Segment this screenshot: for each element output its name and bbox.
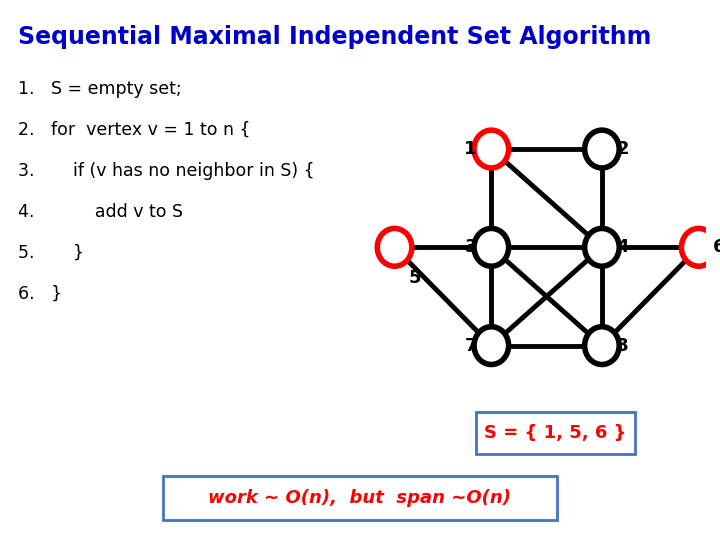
Circle shape <box>377 228 412 266</box>
Text: S = { 1, 5, 6 }: S = { 1, 5, 6 } <box>484 424 626 442</box>
Text: 6: 6 <box>714 238 720 256</box>
Text: 1.   S = empty set;: 1. S = empty set; <box>18 80 181 98</box>
Circle shape <box>474 228 508 266</box>
FancyBboxPatch shape <box>475 412 634 454</box>
Text: 4: 4 <box>616 238 629 256</box>
Text: 5: 5 <box>409 268 421 287</box>
Text: 7: 7 <box>464 336 477 355</box>
Text: 5.       }: 5. } <box>18 244 84 262</box>
Text: Sequential Maximal Independent Set Algorithm: Sequential Maximal Independent Set Algor… <box>18 25 652 49</box>
Text: 3.       if (v has no neighbor in S) {: 3. if (v has no neighbor in S) { <box>18 162 315 180</box>
Circle shape <box>585 327 619 364</box>
Text: 1: 1 <box>464 140 477 158</box>
FancyBboxPatch shape <box>163 476 557 520</box>
Text: 3: 3 <box>464 238 477 256</box>
Text: work ~ O(n),  but  span ~O(n): work ~ O(n), but span ~O(n) <box>209 489 511 507</box>
Text: 6.   }: 6. } <box>18 285 62 303</box>
Circle shape <box>585 228 619 266</box>
Circle shape <box>474 130 508 168</box>
Text: 2.   for  vertex v = 1 to n {: 2. for vertex v = 1 to n { <box>18 121 251 139</box>
Circle shape <box>474 327 508 364</box>
Text: 2: 2 <box>616 140 629 158</box>
Text: 4.           add v to S: 4. add v to S <box>18 203 183 221</box>
Circle shape <box>585 130 619 168</box>
Circle shape <box>681 228 716 266</box>
Text: 8: 8 <box>616 336 629 355</box>
